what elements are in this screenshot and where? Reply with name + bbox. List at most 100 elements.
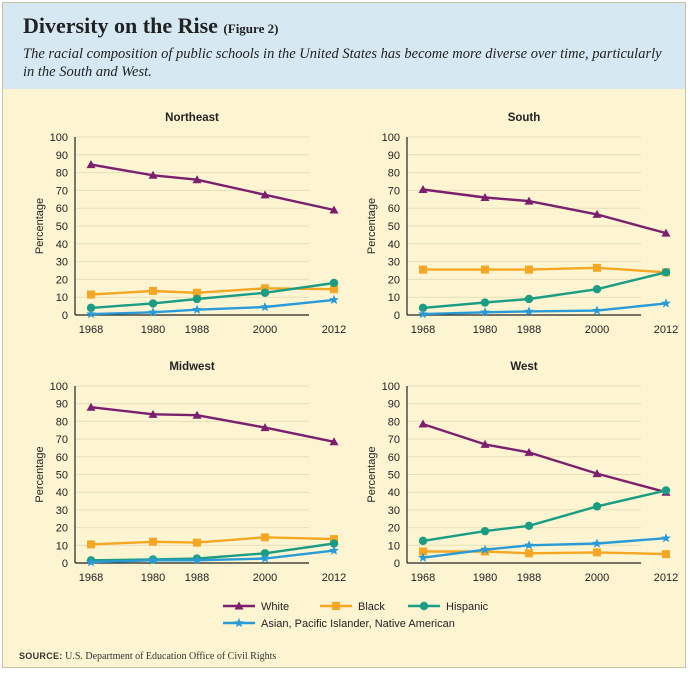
y-tick-label: 0 [62,558,68,570]
x-tick-label: 2012 [654,324,678,336]
data-point-black [261,284,269,293]
y-tick-label: 40 [56,487,68,499]
y-tick-label: 20 [56,274,68,286]
data-point-hispanic [329,539,339,548]
data-point-asian [592,538,602,548]
legend-marker-asian [234,617,244,628]
y-tick-label: 40 [388,487,400,499]
y-tick-label: 50 [56,221,68,233]
x-tick-label: 2012 [322,324,346,336]
y-axis-label: Percentage [34,198,46,254]
data-point-white [260,190,270,199]
data-point-hispanic [661,486,671,495]
legend-marker-hispanic [419,601,429,611]
data-point-asian [148,307,158,317]
data-point-asian [480,307,490,317]
data-point-hispanic [480,298,490,307]
chart-title: West [510,361,537,373]
data-point-white [148,409,158,418]
y-tick-label: 70 [388,185,400,197]
series-line-asian [90,298,335,316]
legend-label: Black [358,601,385,613]
x-tick-label: 1968 [79,572,103,584]
data-point-black [87,290,95,299]
figure-number: (Figure 2) [223,21,279,36]
x-tick-label: 2012 [654,572,678,584]
data-point-asian [86,556,96,567]
y-tick-label: 10 [56,292,68,304]
data-point-white [418,419,428,428]
data-point-black [261,533,269,542]
data-point-black [525,549,533,558]
y-tick-label: 40 [388,239,400,251]
y-tick-label: 10 [388,540,400,552]
data-point-white [86,160,96,169]
data-point-black [149,286,157,295]
figure-subtitle: The racial composition of public schools… [23,46,662,80]
data-point-white [480,193,490,202]
data-point-hispanic [592,502,602,511]
data-point-white [86,402,96,411]
series-line-asian [422,537,667,559]
data-point-black [593,548,601,557]
data-point-asian [418,552,428,562]
x-tick-label: 2000 [253,324,277,336]
y-tick-label: 80 [388,168,400,180]
chart-midwest: Midwest 0 10 20 30 40 50 60 70 80 90 100 1968 1980 198… [34,361,346,584]
series-line-white [422,422,667,494]
source-text: U.S. Department of Education Office of C… [65,651,277,662]
series-line-white [90,406,335,443]
y-tick-label: 30 [56,505,68,517]
series-line-hispanic [422,489,667,543]
data-point-black [419,547,427,556]
data-point-black [330,285,338,294]
chart-title: Northeast [165,112,219,124]
series-line-hispanic [90,542,335,562]
data-point-hispanic [480,526,490,536]
y-tick-label: 20 [56,523,68,535]
x-tick-label: 1968 [79,324,103,336]
y-tick-label: 90 [388,399,400,411]
y-tick-label: 30 [388,505,400,517]
y-tick-label: 80 [56,416,68,428]
x-tick-label: 1968 [411,572,435,584]
data-point-black [662,550,670,559]
legend-label: White [261,601,289,613]
data-point-hispanic [524,521,534,531]
y-tick-label: 100 [382,132,400,144]
y-tick-label: 60 [56,452,68,464]
y-tick-label: 50 [388,221,400,233]
x-tick-label: 1988 [185,572,209,584]
y-tick-label: 100 [50,381,68,393]
x-tick-label: 1980 [141,324,165,336]
y-tick-label: 40 [56,239,68,251]
chart-title: South [508,112,541,124]
series-line-black [90,536,335,546]
y-tick-label: 60 [388,203,400,215]
source-label: SOURCE: [19,651,63,661]
data-point-white [329,437,339,446]
data-point-hispanic [524,294,534,304]
legend: White Black Hispanic Asian, Pacific Islande… [223,601,489,630]
figure-header: Diversity on the Rise (Figure 2) The rac… [3,3,685,89]
y-axis-label: Percentage [366,446,378,502]
data-point-asian [329,294,339,305]
y-tick-label: 60 [56,203,68,215]
y-tick-label: 50 [388,470,400,482]
data-point-white [480,439,490,448]
data-point-asian [524,540,534,550]
chart-south: South 0 10 20 30 40 50 60 70 80 90 100 1968 1980 1988 2… [366,112,678,336]
data-point-white [592,209,602,218]
data-point-hispanic [148,299,158,308]
y-tick-label: 90 [56,399,68,411]
x-tick-label: 2000 [253,572,277,584]
series-line-white [90,163,335,212]
chart-title: Midwest [169,361,215,373]
y-tick-label: 80 [388,416,400,428]
y-tick-label: 70 [388,434,400,446]
y-tick-label: 90 [56,150,68,162]
x-tick-label: 1988 [185,324,209,336]
data-point-white [524,447,534,456]
data-point-asian [661,298,671,308]
